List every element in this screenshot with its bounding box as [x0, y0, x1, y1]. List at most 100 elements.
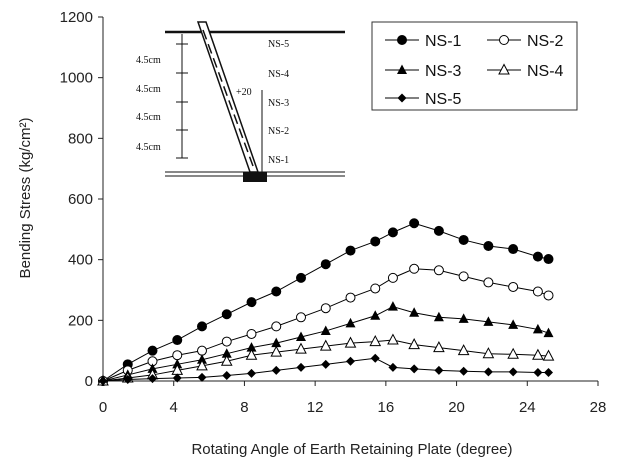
y-tick-label: 200 — [68, 312, 93, 329]
data-point — [172, 335, 183, 346]
inset-gauge-ns4: NS-4 — [268, 69, 289, 80]
legend-label: NS-2 — [527, 33, 564, 50]
x-axis-label: Rotating Angle of Earth Retaining Plate … — [191, 441, 512, 458]
inset-gauge-ns5: NS-5 — [268, 39, 289, 50]
data-point — [458, 313, 469, 323]
data-point — [346, 356, 355, 366]
data-point — [271, 286, 282, 297]
data-point — [433, 265, 444, 276]
data-point — [532, 348, 544, 360]
y-tick-label: 600 — [68, 191, 93, 208]
data-point — [483, 241, 494, 252]
y-tick-label: 0 — [85, 373, 93, 390]
legend-label: NS-4 — [527, 63, 564, 80]
data-point — [271, 365, 281, 375]
data-point — [148, 374, 157, 384]
legend-item: NS-4 — [487, 63, 564, 80]
y-tick-label: 400 — [68, 252, 93, 269]
series-ns-1 — [98, 218, 554, 386]
inset-base-block — [243, 172, 267, 182]
data-point — [197, 345, 207, 356]
data-point — [434, 365, 444, 375]
data-point — [296, 272, 306, 283]
legend-label: NS-3 — [425, 63, 462, 80]
x-tick-label: 12 — [307, 399, 324, 416]
data-point — [296, 312, 306, 323]
data-point — [409, 218, 420, 229]
legend-swatch-marker — [397, 35, 407, 45]
data-point — [320, 303, 331, 314]
inset-gauge-ns3: NS-3 — [268, 98, 289, 109]
series-ns-4 — [97, 333, 555, 386]
x-tick-label: 28 — [590, 399, 607, 416]
x-tick-label: 20 — [448, 399, 465, 416]
data-point — [271, 321, 282, 332]
data-point — [482, 347, 495, 359]
inset-gauge-ns2: NS-2 — [268, 126, 289, 137]
inset-plate-dash — [202, 29, 254, 167]
data-point — [508, 244, 519, 255]
data-point — [222, 371, 232, 381]
inset-dim-label-2: 4.5cm — [136, 84, 161, 95]
y-tick-label: 1200 — [60, 9, 93, 26]
data-point — [245, 348, 258, 360]
legend-item: NS-3 — [385, 63, 462, 80]
series-ns-5 — [98, 353, 553, 386]
inset-gauge-ns1: NS-1 — [268, 155, 289, 166]
data-point — [409, 263, 420, 274]
data-point — [387, 301, 398, 311]
data-point — [370, 236, 381, 247]
data-point — [271, 337, 282, 348]
data-point — [483, 277, 494, 288]
data-point — [319, 339, 332, 351]
data-point — [320, 259, 331, 270]
data-point — [543, 290, 554, 301]
data-point — [433, 225, 444, 236]
data-point — [172, 358, 183, 369]
data-point — [433, 341, 445, 353]
data-point — [387, 227, 398, 238]
data-point — [147, 363, 158, 373]
data-point — [196, 359, 208, 371]
legend-swatch-marker — [499, 35, 509, 45]
data-point — [543, 327, 554, 338]
data-point — [246, 328, 257, 339]
data-point — [345, 292, 356, 303]
data-point — [221, 348, 232, 358]
x-tick-label: 0 — [99, 399, 107, 416]
data-point — [197, 372, 207, 382]
inset-dim-label-3: 4.5cm — [136, 112, 161, 123]
data-point — [197, 354, 207, 364]
data-point — [532, 251, 543, 262]
legend-items: NS-1 NS-2 NS-3 NS-4 NS-5 — [385, 33, 564, 108]
data-point — [544, 368, 553, 378]
data-point — [369, 334, 382, 347]
inset-dim-label-1: 4.5cm — [136, 55, 161, 66]
data-point — [459, 366, 469, 376]
data-point — [221, 309, 232, 320]
y-tick-label: 1000 — [60, 70, 93, 87]
data-point — [296, 362, 306, 372]
data-point — [388, 362, 398, 372]
data-point — [532, 323, 543, 334]
data-point — [197, 321, 207, 332]
data-point — [508, 367, 518, 377]
series-line — [102, 339, 549, 382]
data-point — [172, 350, 183, 361]
data-point — [321, 359, 331, 369]
x-tick-label: 16 — [378, 399, 395, 416]
x-tick-label: 4 — [170, 399, 178, 416]
y-tick-label: 800 — [68, 130, 93, 147]
legend-box — [371, 21, 578, 111]
data-point — [370, 310, 381, 320]
data-point — [295, 342, 307, 354]
inset-diagram: 4.5cm 4.5cm 4.5cm 4.5cm NS-5 NS-4 NS-3 N… — [136, 21, 345, 182]
legend-label: NS-5 — [425, 91, 462, 108]
x-tick-label: 24 — [519, 399, 536, 416]
data-point — [387, 272, 398, 283]
data-point — [296, 331, 306, 342]
legend-item: NS-2 — [487, 33, 564, 50]
legend-swatch-marker — [397, 93, 407, 103]
data-point — [345, 245, 356, 256]
